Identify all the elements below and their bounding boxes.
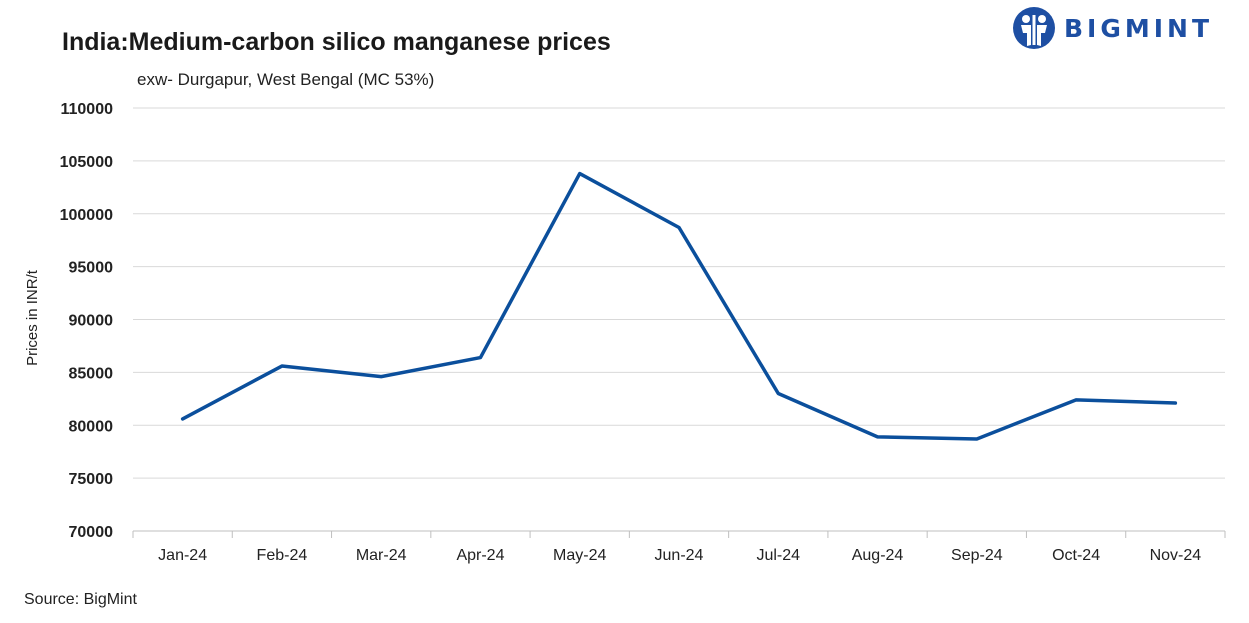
bigmint-logo-icon [1013,7,1055,49]
y-tick-label: 70000 [69,524,114,541]
x-tick-label: Jul-24 [756,547,800,564]
y-tick-label: 80000 [69,418,114,435]
x-tick-label: Oct-24 [1052,547,1100,564]
y-tick-label: 105000 [60,154,113,171]
y-tick-label: 100000 [60,207,113,224]
x-tick-label: Apr-24 [456,547,504,564]
x-tick-label: Jan-24 [158,547,207,564]
x-axis-ticks: Jan-24 Feb-24 Mar-24 Apr-24 May-24 Jun-24 Jul-… [158,547,1201,564]
x-axis [132,530,1226,538]
y-tick-label: 85000 [69,365,114,382]
brand-logo: BIGMINT [1012,6,1213,50]
x-tick-label: Aug-24 [852,547,904,564]
chart-subtitle: exw- Durgapur, West Bengal (MC 53%) [137,70,435,89]
chart-title: India:Medium-carbon silico manganese pri… [62,28,611,56]
chart-series [180,171,1178,441]
x-tick-label: Mar-24 [356,547,407,564]
x-tick-label: Nov-24 [1150,547,1202,564]
y-tick-label: 90000 [69,313,114,330]
y-tick-label: 110000 [60,101,113,118]
brand-logo-text: BIGMINT [1064,13,1214,43]
y-axis-label: Prices in INR/t [24,269,41,366]
y-axis-ticks: 70000 75000 80000 85000 90000 95000 100000 1050… [60,101,113,541]
x-tick-label: Feb-24 [257,547,308,564]
source-note: Source: BigMint [24,591,137,608]
chart-gridlines [133,107,1225,479]
y-tick-label: 95000 [69,260,114,277]
y-tick-label: 75000 [69,471,114,488]
series-line [180,171,1178,441]
x-tick-label: Sep-24 [951,547,1003,564]
x-tick-label: Jun-24 [655,547,704,564]
x-tick-label: May-24 [553,547,606,564]
